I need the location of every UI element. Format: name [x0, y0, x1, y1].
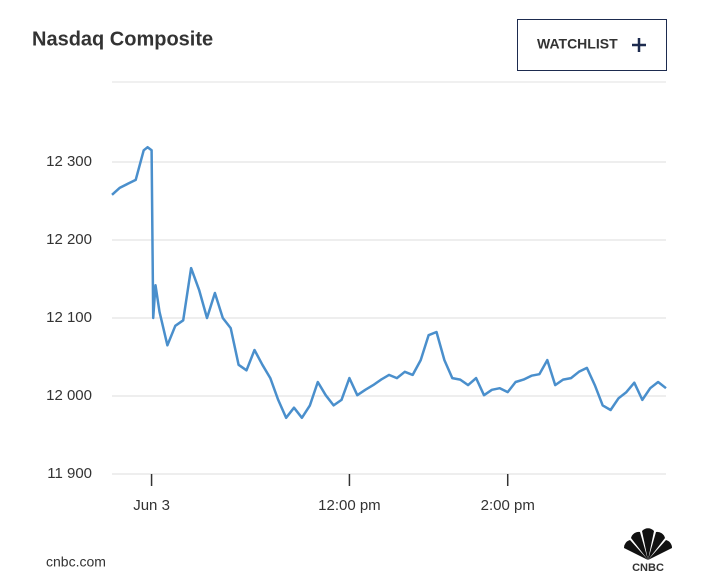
plus-icon: [632, 38, 646, 52]
y-tick-label: 12 000: [46, 387, 92, 404]
source: cnbc.com: [46, 554, 106, 570]
x-tick-label: 2:00 pm: [481, 497, 535, 514]
x-tick-label: Jun 3: [133, 497, 170, 514]
x-tick-label: 12:00 pm: [318, 497, 381, 514]
y-tick-label: 11 900: [47, 465, 92, 482]
price-line: [111, 145, 667, 420]
y-tick-label: 12 100: [46, 309, 92, 326]
chart-title: Nasdaq Composite: [32, 28, 213, 50]
logo-icon: [623, 528, 673, 560]
y-tick-label: 12 300: [46, 153, 92, 170]
logo-text: CNBC: [632, 562, 664, 574]
watchlist-label: WATCHLIST: [537, 36, 618, 52]
y-tick-label: 12 200: [46, 231, 92, 248]
